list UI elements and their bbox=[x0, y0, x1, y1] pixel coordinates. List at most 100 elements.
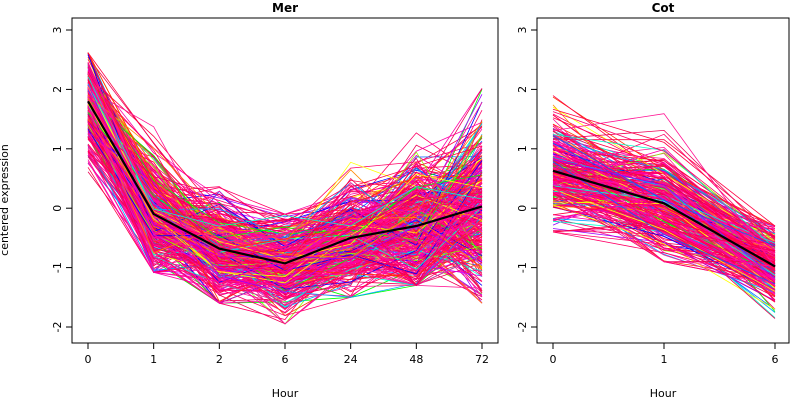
y-tick-label: -1 bbox=[516, 262, 529, 273]
gene-line bbox=[87, 71, 483, 260]
y-tick-label: 3 bbox=[51, 27, 64, 34]
mean-line-group bbox=[87, 100, 483, 265]
gene-line bbox=[552, 204, 776, 310]
gene-line bbox=[87, 119, 483, 259]
y-tick-label: 3 bbox=[516, 27, 529, 34]
gene-line bbox=[87, 121, 483, 275]
gene-line bbox=[87, 118, 483, 277]
gene-line bbox=[552, 152, 776, 242]
gene-line bbox=[552, 133, 776, 247]
y-axis: -2 -1 0 1 2 3 bbox=[516, 27, 537, 333]
gene-line bbox=[87, 100, 483, 263]
y-axis: -2 -1 0 1 2 3 bbox=[51, 27, 72, 333]
y-tick-label: 1 bbox=[51, 145, 64, 152]
gene-line bbox=[87, 76, 483, 227]
x-axis-label: Hour bbox=[650, 387, 677, 400]
gene-line bbox=[87, 106, 483, 304]
x-tick-label: 48 bbox=[409, 353, 423, 366]
y-tick-label: 1 bbox=[516, 145, 529, 152]
gene-line bbox=[552, 191, 776, 267]
gene-line bbox=[552, 188, 776, 292]
gene-line bbox=[552, 140, 776, 280]
y-tick-label: 0 bbox=[516, 205, 529, 212]
gene-line bbox=[552, 177, 776, 294]
gene-line bbox=[552, 157, 776, 251]
gene-line bbox=[87, 92, 483, 298]
x-tick-label: 2 bbox=[216, 353, 223, 366]
gene-line bbox=[87, 94, 483, 243]
gene-line bbox=[552, 220, 776, 319]
gene-line bbox=[87, 120, 483, 287]
gene-line bbox=[552, 113, 776, 268]
gene-line bbox=[87, 67, 483, 257]
gene-line bbox=[552, 198, 776, 259]
gene-line bbox=[552, 203, 776, 286]
gene-lines bbox=[87, 52, 483, 325]
gene-line bbox=[87, 71, 483, 287]
mean-line-group bbox=[552, 169, 776, 268]
chart-panel-cot: Cot Hour 0 1 6 -2 -1 0 1 2 3 bbox=[516, 1, 790, 400]
gene-line bbox=[87, 69, 483, 252]
gene-line bbox=[87, 105, 483, 282]
gene-line bbox=[552, 198, 776, 277]
gene-line bbox=[552, 161, 776, 285]
gene-line bbox=[87, 74, 483, 251]
chart-panel-mer: Mer Hour 0 1 2 6 24 48 72 -2 -1 0 1 2 3 bbox=[51, 1, 499, 400]
gene-line bbox=[552, 135, 776, 247]
gene-line bbox=[552, 137, 776, 235]
x-tick-label: 6 bbox=[282, 353, 289, 366]
gene-line bbox=[552, 160, 776, 238]
gene-line bbox=[87, 115, 483, 274]
mean-line bbox=[87, 100, 483, 265]
y-tick-label: -1 bbox=[51, 262, 64, 273]
gene-line bbox=[552, 129, 776, 241]
y-tick-label: 2 bbox=[51, 86, 64, 93]
gene-lines bbox=[552, 95, 776, 319]
gene-line bbox=[552, 164, 776, 248]
gene-line bbox=[87, 97, 483, 269]
gene-line bbox=[552, 171, 776, 287]
y-tick-label: -2 bbox=[51, 322, 64, 333]
gene-line bbox=[552, 129, 776, 268]
y-tick-label: 2 bbox=[516, 86, 529, 93]
gene-line bbox=[87, 127, 483, 266]
gene-line bbox=[552, 231, 776, 282]
y-tick-label: 0 bbox=[51, 205, 64, 212]
x-tick-label: 0 bbox=[85, 353, 92, 366]
gene-line bbox=[552, 183, 776, 281]
gene-line bbox=[87, 75, 483, 232]
gene-line bbox=[87, 144, 483, 298]
x-tick-label: 1 bbox=[661, 353, 668, 366]
gene-line bbox=[87, 88, 483, 221]
gene-line bbox=[87, 122, 483, 271]
x-axis: 0 1 2 6 24 48 72 bbox=[85, 343, 489, 366]
gene-line bbox=[552, 228, 776, 302]
x-axis-label: Hour bbox=[272, 387, 299, 400]
x-tick-label: 72 bbox=[475, 353, 489, 366]
x-tick-label: 24 bbox=[344, 353, 358, 366]
gene-line bbox=[552, 159, 776, 279]
mean-line bbox=[552, 169, 776, 268]
y-tick-label: -2 bbox=[516, 322, 529, 333]
panel-title: Mer bbox=[272, 1, 298, 15]
y-axis-label: centered expression bbox=[0, 144, 11, 256]
panel-title: Cot bbox=[652, 1, 675, 15]
gene-line bbox=[87, 131, 483, 294]
gene-line bbox=[552, 189, 776, 287]
gene-line bbox=[552, 108, 776, 233]
gene-line bbox=[87, 52, 483, 302]
gene-line bbox=[87, 79, 483, 262]
gene-line bbox=[552, 187, 776, 267]
x-tick-label: 1 bbox=[150, 353, 157, 366]
x-axis: 0 1 6 bbox=[550, 343, 779, 366]
plot-frame bbox=[536, 17, 790, 344]
gene-line bbox=[552, 195, 776, 287]
x-tick-label: 0 bbox=[550, 353, 557, 366]
gene-line bbox=[552, 170, 776, 284]
gene-line bbox=[552, 222, 776, 277]
x-tick-label: 6 bbox=[772, 353, 779, 366]
gene-line bbox=[552, 218, 776, 298]
gene-line bbox=[87, 103, 483, 278]
gene-line bbox=[552, 194, 776, 292]
